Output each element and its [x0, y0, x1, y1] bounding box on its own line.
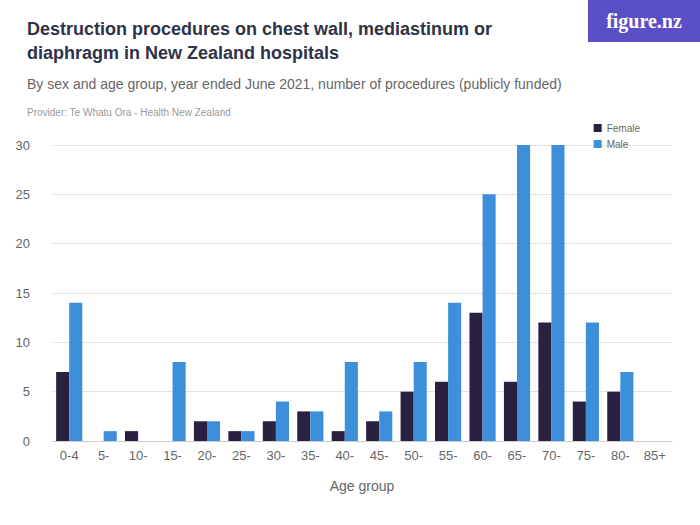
svg-text:75-: 75-	[576, 448, 595, 463]
svg-text:80-: 80-	[611, 448, 630, 463]
svg-text:10-: 10-	[129, 448, 148, 463]
svg-text:15-: 15-	[163, 448, 182, 463]
svg-text:figure.nz: figure.nz	[606, 10, 682, 33]
svg-text:Age group: Age group	[330, 478, 395, 494]
svg-text:30: 30	[16, 138, 30, 153]
svg-text:40-: 40-	[335, 448, 354, 463]
svg-text:25: 25	[16, 187, 30, 202]
svg-text:By sex and age group, year end: By sex and age group, year ended June 20…	[27, 76, 562, 92]
svg-text:65-: 65-	[508, 448, 527, 463]
svg-text:70-: 70-	[542, 448, 561, 463]
svg-text:20-: 20-	[198, 448, 217, 463]
svg-text:10: 10	[16, 335, 30, 350]
svg-text:50-: 50-	[404, 448, 423, 463]
svg-text:Provider: Te Whatu Ora - Healt: Provider: Te Whatu Ora - Health New Zeal…	[27, 107, 231, 118]
svg-text:35-: 35-	[301, 448, 320, 463]
svg-text:20: 20	[16, 236, 30, 251]
svg-text:0-4: 0-4	[60, 448, 79, 463]
svg-text:55-: 55-	[439, 448, 458, 463]
svg-text:Destruction procedures on ches: Destruction procedures on chest wall, me…	[27, 19, 497, 39]
svg-text:diaphragm in New Zealand hospi: diaphragm in New Zealand hospitals	[27, 43, 339, 63]
svg-text:30-: 30-	[266, 448, 285, 463]
svg-text:15: 15	[16, 286, 30, 301]
svg-text:5-: 5-	[98, 448, 110, 463]
svg-text:60-: 60-	[473, 448, 492, 463]
svg-text:Female: Female	[607, 123, 641, 134]
svg-text:5: 5	[23, 384, 30, 399]
svg-text:0: 0	[23, 434, 30, 449]
svg-text:25-: 25-	[232, 448, 251, 463]
svg-text:85+: 85+	[644, 448, 666, 463]
svg-text:Male: Male	[607, 139, 629, 150]
svg-text:45-: 45-	[370, 448, 389, 463]
